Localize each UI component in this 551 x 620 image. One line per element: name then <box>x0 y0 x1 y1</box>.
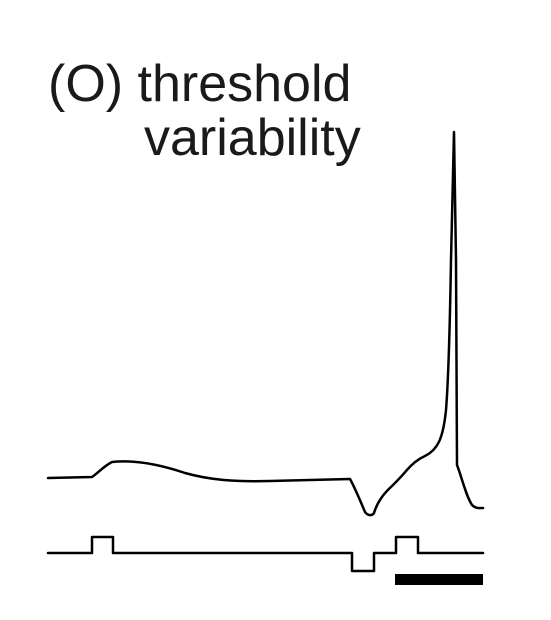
scale-bar <box>395 574 483 585</box>
figure-title-line-1: (O) threshold <box>48 55 351 113</box>
voltage-trace <box>46 130 485 517</box>
figure-title-line-2: variability <box>144 109 361 167</box>
stimulus-trace <box>46 535 485 573</box>
